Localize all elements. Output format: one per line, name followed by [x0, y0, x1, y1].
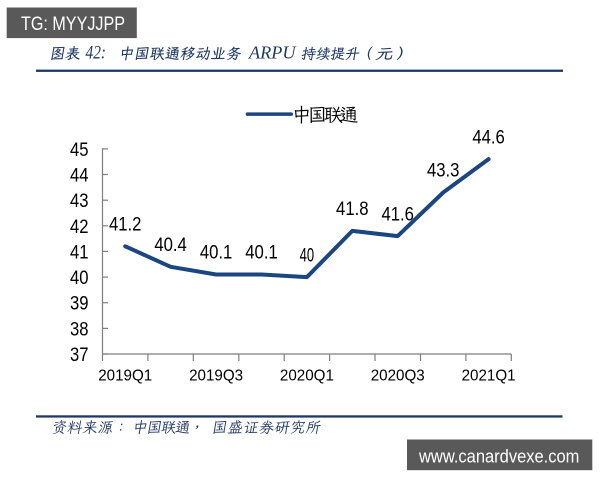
svg-text:44: 44	[70, 165, 89, 187]
svg-text:41.8: 41.8	[336, 198, 369, 220]
svg-text:39: 39	[70, 293, 89, 315]
svg-text:38: 38	[70, 318, 89, 340]
svg-text:37: 37	[70, 344, 89, 366]
svg-text:41: 41	[70, 241, 89, 263]
svg-text:40.1: 40.1	[245, 242, 278, 264]
svg-text:44.6: 44.6	[472, 126, 505, 148]
svg-text:2020Q1: 2020Q1	[280, 368, 334, 385]
svg-text:40: 40	[70, 267, 89, 289]
svg-text:45: 45	[70, 139, 89, 161]
svg-text:2019Q1: 2019Q1	[98, 368, 152, 385]
svg-text:41.6: 41.6	[381, 203, 414, 225]
svg-text:40: 40	[300, 244, 315, 266]
svg-text:42: 42	[70, 216, 89, 238]
svg-text:www.canardvexe.com: www.canardvexe.com	[418, 446, 579, 466]
svg-text:40.4: 40.4	[154, 234, 187, 256]
svg-text:2019Q3: 2019Q3	[189, 368, 243, 385]
svg-text:42:: 42:	[86, 43, 107, 64]
svg-text:43: 43	[70, 190, 89, 212]
svg-text:43.3: 43.3	[427, 160, 460, 182]
svg-text:TG: MYYJJPP: TG: MYYJJPP	[21, 14, 125, 35]
svg-text:40.1: 40.1	[200, 242, 233, 264]
svg-text:ARPU: ARPU	[248, 43, 297, 63]
svg-text:2021Q1: 2021Q1	[462, 368, 516, 385]
svg-text:2020Q3: 2020Q3	[371, 368, 425, 385]
svg-text:41.2: 41.2	[109, 214, 142, 236]
